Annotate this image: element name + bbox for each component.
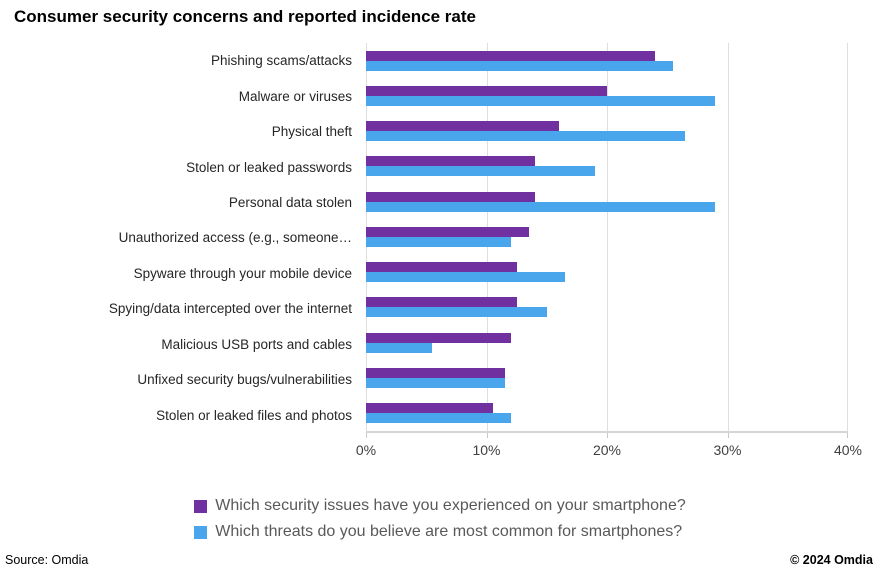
bar-experienced [366, 50, 656, 61]
source-text: Source: Omdia [5, 553, 89, 567]
bar-experienced [366, 191, 535, 202]
bar-experienced [366, 262, 517, 273]
bar-experienced [366, 226, 529, 237]
chart-row [366, 360, 848, 395]
legend-swatch-experienced [194, 499, 208, 513]
x-axis: 0% 10% 20% 30% 40% [356, 433, 862, 465]
chart-row [366, 149, 848, 184]
gridline [847, 43, 848, 431]
x-tick-label: 20% [592, 442, 622, 458]
bar-rows [366, 43, 848, 431]
gridline [607, 43, 608, 431]
category-label: Malicious USB ports and cables [161, 336, 352, 352]
category-label: Physical theft [271, 124, 352, 140]
category-label: Spyware through your mobile device [133, 265, 352, 281]
bar-common [366, 131, 686, 142]
x-tick-label: 10% [472, 442, 501, 458]
x-tick-label: 40% [833, 442, 863, 458]
chart-row [366, 114, 848, 149]
chart-title: Consumer security concerns and reported … [14, 7, 476, 26]
category-label: Phishing scams/attacks [210, 53, 352, 69]
copyright-text: © 2024 Omdia [790, 553, 873, 567]
x-tick [366, 433, 367, 438]
category-label: Stolen or leaked files and photos [156, 407, 352, 423]
bar-common [366, 307, 547, 318]
legend-item-experienced: Which security issues have you experienc… [194, 497, 686, 515]
bar-common [366, 378, 505, 389]
bar-common [366, 236, 511, 247]
bar-experienced [366, 368, 505, 379]
category-label: Unauthorized access (e.g., someone… [118, 230, 352, 246]
bar-chart: Phishing scams/attacks Malware or viruse… [0, 43, 880, 465]
gridline [727, 43, 729, 431]
x-tick-label: 30% [713, 442, 742, 458]
category-label: Unfixed security bugs/vulnerabilities [137, 372, 352, 388]
chart-row [366, 290, 848, 325]
bar-experienced [366, 121, 559, 132]
x-tick [486, 433, 488, 438]
category-label: Spying/data intercepted over the interne… [108, 301, 352, 317]
bar-experienced [366, 297, 517, 308]
legend: Which security issues have you experienc… [0, 497, 880, 541]
category-label: Malware or viruses [238, 88, 352, 104]
bar-experienced [366, 403, 493, 414]
bar-common [366, 413, 511, 424]
legend-label-common: Which threats do you believe are most co… [215, 523, 683, 540]
chart-row [366, 78, 848, 113]
legend-swatch-common [194, 525, 208, 539]
bar-common [366, 201, 716, 212]
chart-row [366, 396, 848, 431]
legend-item-common: Which threats do you believe are most co… [194, 523, 682, 541]
legend-label-experienced: Which security issues have you experienc… [215, 497, 686, 514]
chart-row [366, 184, 848, 219]
footer: Source: Omdia © 2024 Omdia [5, 553, 873, 567]
bar-common [366, 95, 716, 106]
plot-area [366, 43, 848, 433]
bar-experienced [366, 156, 535, 167]
bar-experienced [366, 332, 511, 343]
chart-row [366, 43, 848, 78]
bar-experienced [366, 85, 607, 96]
bar-common [366, 342, 433, 353]
category-label: Stolen or leaked passwords [186, 159, 352, 175]
bar-common [366, 166, 595, 177]
bar-common [366, 272, 565, 283]
x-tick [847, 433, 848, 438]
category-axis: Phishing scams/attacks Malware or viruse… [0, 43, 366, 433]
x-tick-label: 0% [355, 442, 377, 458]
x-tick [727, 433, 729, 438]
x-tick [607, 433, 608, 438]
category-label: Personal data stolen [228, 195, 352, 211]
bar-common [366, 60, 674, 71]
chart-row [366, 219, 848, 254]
chart-row [366, 325, 848, 360]
chart-row [366, 255, 848, 290]
